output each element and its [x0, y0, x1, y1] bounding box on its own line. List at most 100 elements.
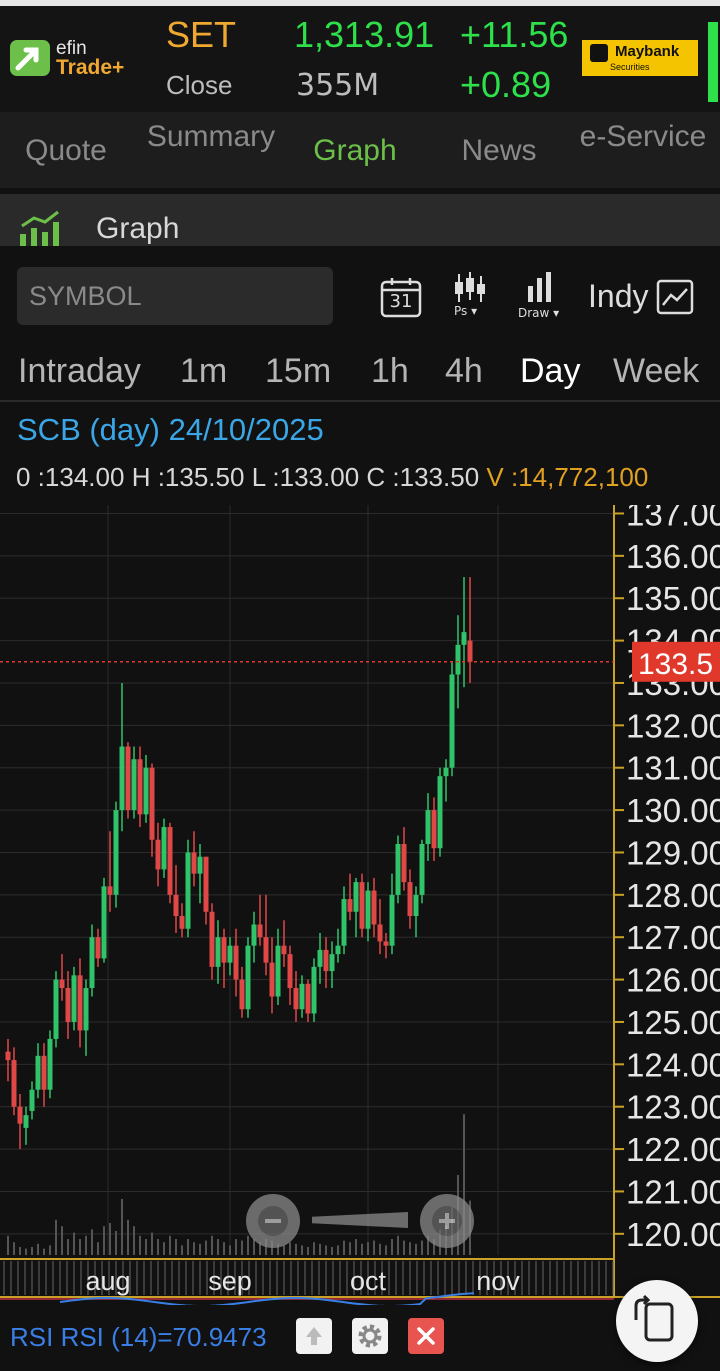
y-tick-label: 122.00 — [626, 1131, 720, 1168]
tab-summary[interactable]: Summary — [146, 120, 276, 194]
y-tick-label: 137.00 — [626, 505, 720, 532]
timeframe-day[interactable]: Day — [520, 352, 581, 390]
candle-body — [395, 843, 401, 895]
candle-body — [353, 882, 359, 912]
move-up-button[interactable] — [296, 1318, 332, 1354]
tab-news[interactable]: News — [434, 134, 564, 216]
close-icon — [417, 1327, 435, 1345]
volume-bar — [349, 1242, 351, 1255]
volume-bar — [247, 1235, 249, 1255]
candle-body — [431, 810, 437, 849]
main-nav-tabs: Quote Summary Graph News e-Service — [0, 112, 720, 194]
candle-body — [419, 843, 425, 895]
y-tick-label: 124.00 — [626, 1046, 720, 1083]
candle-body — [113, 810, 119, 895]
candle-body — [311, 966, 317, 1014]
close-value: 133.50 — [399, 462, 480, 492]
candle-body — [77, 975, 83, 1031]
volume-bar — [313, 1242, 315, 1255]
timeframe-intraday[interactable]: Intraday — [18, 352, 141, 390]
ps-label: Ps ▾ — [454, 304, 478, 318]
volume-bar — [157, 1239, 159, 1255]
tab-quote[interactable]: Quote — [0, 134, 132, 216]
indicator-chart-icon[interactable] — [656, 279, 694, 315]
volume-bar — [415, 1243, 417, 1255]
volume-bar — [109, 1223, 111, 1255]
price-style-button[interactable]: Ps ▾ — [452, 272, 488, 322]
indicator-button[interactable]: Indy — [588, 278, 649, 314]
candle-body — [251, 924, 257, 946]
timeframe-4h[interactable]: 4h — [445, 352, 483, 390]
volume-bar — [355, 1239, 357, 1255]
draw-label: Draw ▾ — [518, 306, 560, 320]
volume-bar — [283, 1245, 285, 1255]
candle-body — [425, 810, 431, 844]
y-tick-label: 128.00 — [626, 877, 720, 914]
candle-body — [239, 979, 245, 1010]
volume-bar — [31, 1247, 33, 1255]
volume-bar — [127, 1219, 129, 1255]
volume-bar — [319, 1243, 321, 1255]
candle-body — [323, 949, 329, 972]
graph-section-header: Graph — [0, 194, 720, 246]
tab-graph[interactable]: Graph — [290, 134, 420, 216]
candle-body — [371, 890, 377, 925]
candle-body — [23, 1115, 29, 1128]
candle-body — [131, 759, 137, 811]
volume-bar — [379, 1243, 381, 1255]
rotate-screen-button[interactable] — [616, 1280, 698, 1362]
volume-bar — [67, 1239, 69, 1255]
volume-label: V : — [486, 462, 519, 492]
price-chart[interactable]: 120.00 121.00 122.00 123.00 124.00 125.00 126.… — [0, 505, 720, 1305]
zoom-out-button[interactable] — [246, 1194, 300, 1248]
candle-body — [215, 937, 221, 967]
calendar-day: 31 — [389, 291, 413, 312]
candle-body — [383, 941, 389, 946]
timeframe-1h[interactable]: 1h — [371, 352, 409, 390]
index-change: +11.56 — [460, 14, 569, 55]
zoom-in-button[interactable] — [420, 1194, 474, 1248]
graph-section-title: Graph — [96, 212, 180, 245]
remove-indicator-button[interactable] — [408, 1318, 444, 1354]
volume-bar — [49, 1245, 51, 1255]
candle-body — [191, 852, 197, 874]
graph-chart-icon — [20, 210, 59, 246]
timeframe-1m[interactable]: 1m — [180, 352, 228, 390]
indicator-settings-button[interactable] — [352, 1318, 388, 1354]
volume-bar — [259, 1242, 261, 1255]
candle-body — [149, 767, 155, 840]
tab-e-service[interactable]: e-Service — [578, 120, 708, 194]
volume-bar — [295, 1243, 297, 1255]
y-tick-label: 129.00 — [626, 834, 720, 871]
rotate-device-icon — [634, 1294, 674, 1342]
index-volume: 355M — [296, 68, 380, 103]
draw-button[interactable]: Draw ▾ — [518, 272, 564, 322]
volume-bar — [19, 1247, 21, 1255]
volume-bar — [325, 1245, 327, 1255]
volume-bar — [343, 1240, 345, 1255]
candle-body — [263, 937, 269, 963]
volume-bar — [403, 1240, 405, 1255]
timeframe-week[interactable]: Week — [613, 352, 700, 390]
candle-body — [365, 890, 371, 929]
volume-bar — [217, 1239, 219, 1255]
volume-bar — [7, 1235, 9, 1255]
tab-label: e-Service — [579, 120, 707, 153]
volume-bar — [187, 1239, 189, 1255]
y-tick-label: 121.00 — [626, 1173, 720, 1210]
candle-body — [347, 899, 353, 912]
last-price-badge — [632, 641, 720, 682]
volume-bar — [79, 1239, 81, 1255]
calendar-button[interactable]: 31 — [380, 276, 422, 318]
candle-body — [437, 776, 443, 849]
symbol-input[interactable] — [17, 267, 333, 325]
volume-bar — [193, 1242, 195, 1255]
candle-body — [119, 746, 125, 811]
candle-body — [17, 1106, 23, 1124]
zoom-slider[interactable] — [312, 1212, 408, 1228]
timeframe-15m[interactable]: 15m — [265, 352, 332, 390]
candle-body — [293, 988, 299, 1010]
candle-body — [281, 945, 287, 955]
volume-bar — [367, 1242, 369, 1255]
timeframe-divider — [0, 400, 720, 402]
